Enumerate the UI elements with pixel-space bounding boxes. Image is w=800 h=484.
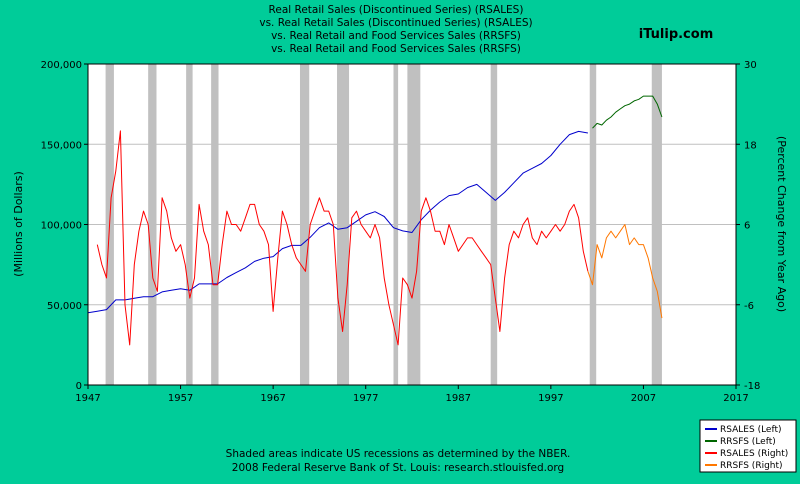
y-axis-left-label: (Millions of Dollars) [12, 171, 25, 277]
chart-title-line-4: vs. Real Retail and Food Services Sales … [271, 43, 521, 55]
y-axis-right-ticks: -18 -6 6 18 30 [736, 60, 760, 392]
legend-label-2: RRSFS (Left) [720, 437, 776, 447]
x-tick-label-8: 2017 [723, 393, 748, 404]
series-line-2 [592, 95, 663, 129]
chart-titles: Real Retail Sales (Discontinued Series) … [259, 4, 713, 55]
brand-label: iTulip.com [639, 27, 714, 42]
y-axis-right-label: (Percent Change from Year Ago) [775, 136, 788, 312]
y-left-tick-label-2: 50,000 [47, 301, 82, 312]
grid-lines [88, 143, 736, 306]
y-left-tick-label-5: 200,000 [41, 60, 82, 71]
series-line-1 [87, 130, 588, 314]
footer-line-1: Shaded areas indicate US recessions as d… [226, 448, 571, 460]
legend-label-1: RSALES (Left) [720, 425, 782, 435]
x-tick-label-7: 2007 [631, 393, 656, 404]
legend-box [699, 419, 797, 473]
legend: RSALES (Left) RRSFS (Left) RSALES (Right) R… [699, 419, 797, 473]
series-lines [87, 95, 663, 346]
y-axis-left-ticks: 0 50,000 100,000 150,000 200,000 [41, 60, 88, 392]
legend-label-3: RSALES (Right) [720, 449, 788, 459]
y-left-tick-label-3: 100,000 [41, 221, 82, 232]
chart-title-line-3: vs. Real Retail and Food Services Sales … [271, 30, 521, 42]
x-tick-label-3: 1967 [260, 393, 285, 404]
series-line-3 [96, 130, 589, 346]
y-right-tick-label-1: -18 [744, 381, 760, 392]
y-right-tick-label-2: -6 [744, 301, 754, 312]
y-left-tick-label-1: 0 [76, 381, 82, 392]
y-right-tick-label-3: 6 [744, 221, 750, 232]
x-tick-label-4: 1977 [353, 393, 378, 404]
x-tick-label-6: 1997 [538, 393, 563, 404]
footer-line-2: 2008 Federal Reserve Bank of St. Louis: … [232, 462, 564, 474]
chart-title-line-2: vs. Real Retail Sales (Discontinued Seri… [259, 17, 532, 29]
y-right-tick-label-5: 30 [744, 60, 757, 71]
chart-title-line-1: Real Retail Sales (Discontinued Series) … [269, 4, 524, 16]
x-axis-ticks: 1947 1957 1967 1977 1987 1997 2007 2017 [75, 385, 749, 404]
series-line-4 [587, 224, 663, 319]
x-tick-label-1: 1947 [75, 393, 100, 404]
y-left-tick-label-4: 150,000 [41, 140, 82, 151]
x-tick-label-2: 1957 [168, 393, 193, 404]
y-right-tick-label-4: 18 [744, 140, 757, 151]
x-tick-label-5: 1987 [446, 393, 471, 404]
legend-label-4: RRSFS (Right) [720, 461, 783, 471]
